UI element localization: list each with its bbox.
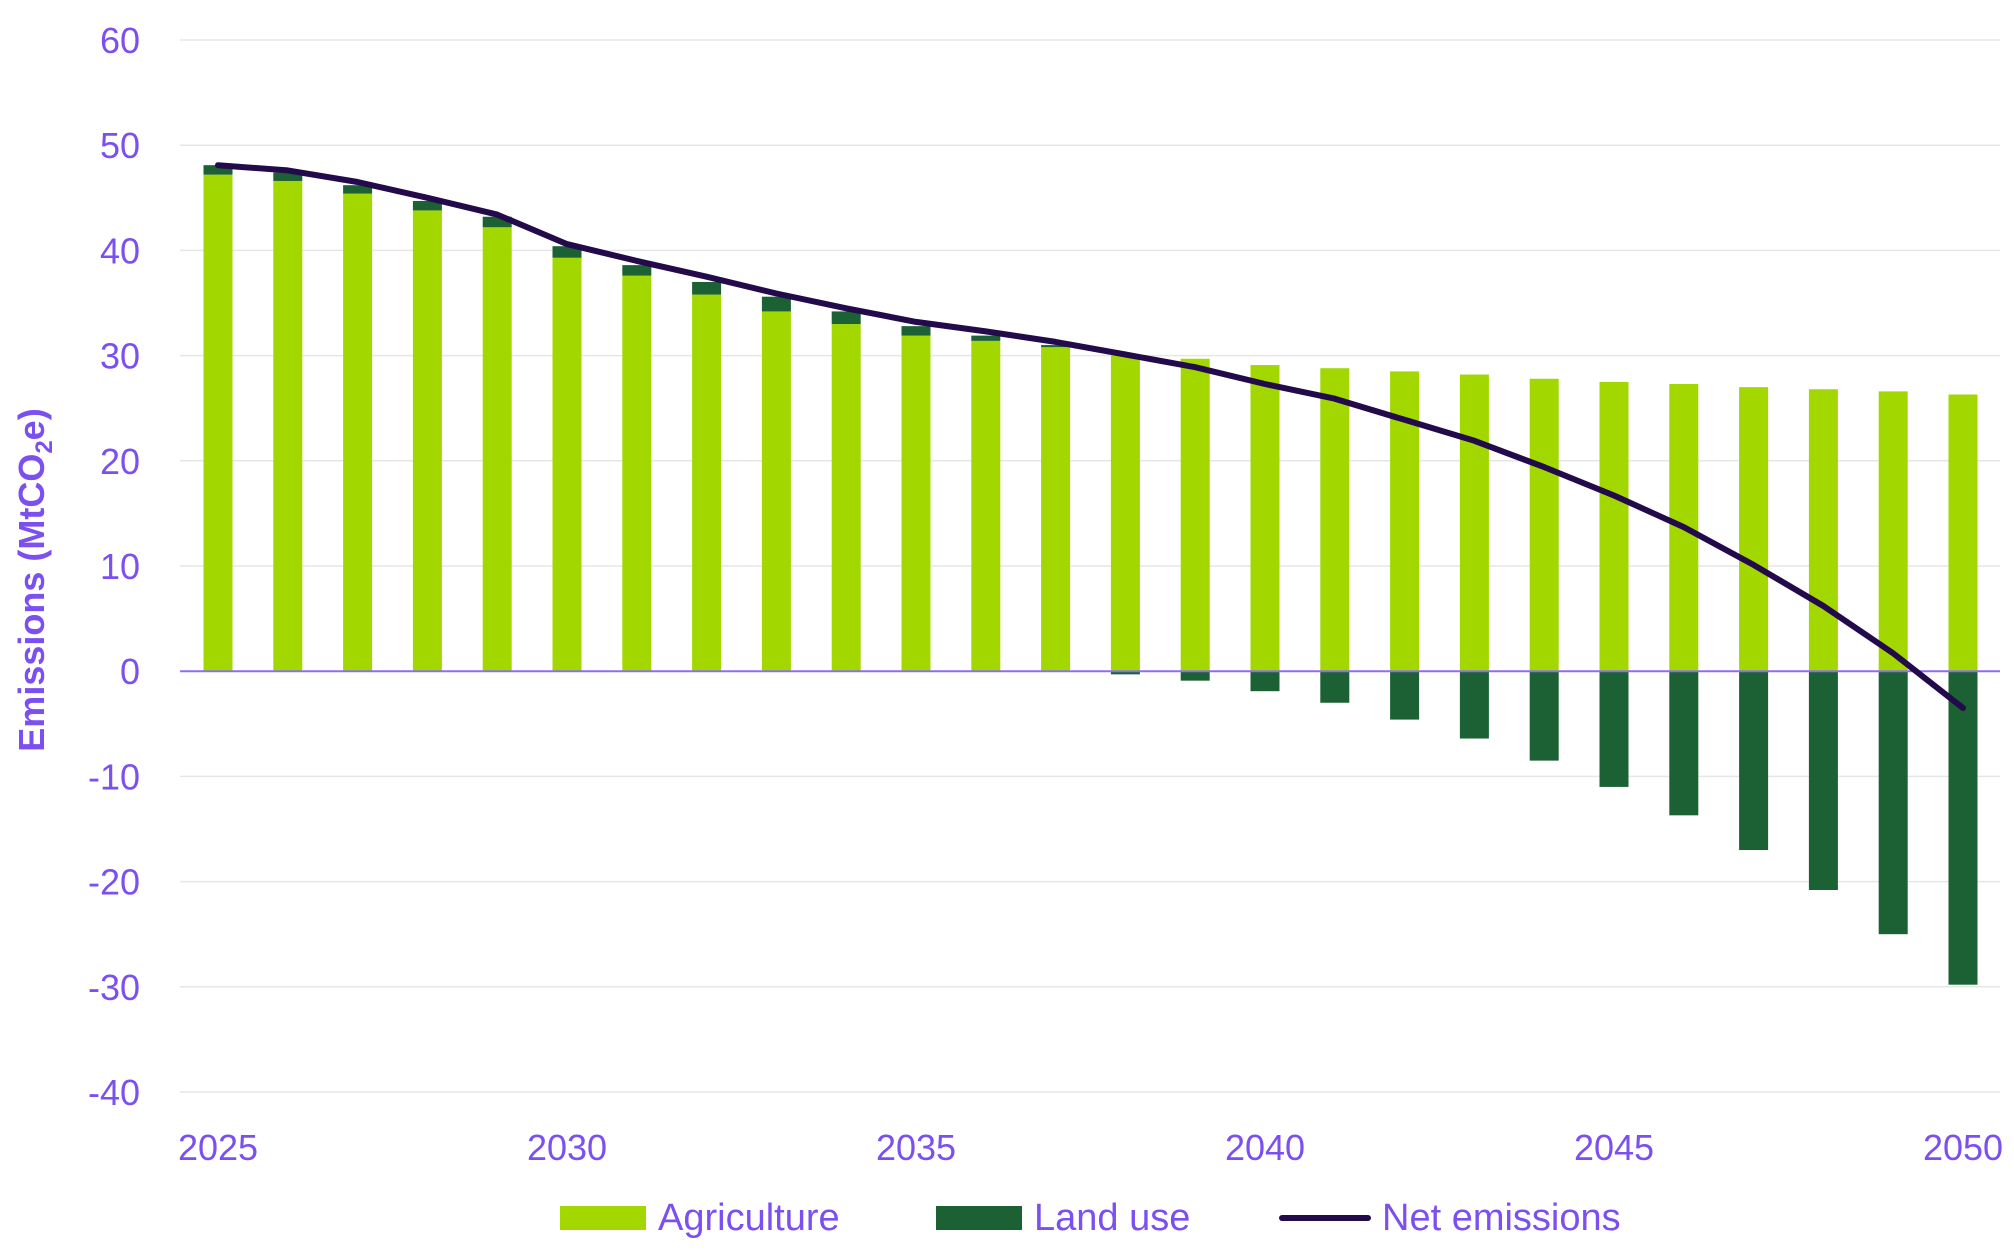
bar-land-use	[692, 281, 722, 295]
bar-agriculture	[831, 324, 861, 672]
legend-agriculture-label: Agriculture	[658, 1197, 840, 1239]
bar-land-use	[1878, 671, 1908, 935]
bar-land-use	[1948, 671, 1978, 985]
bar-land-use	[1390, 671, 1420, 720]
y-axis-ticks: 60 50 40 30 20 10 0 -10 -20 -30 -40	[88, 20, 140, 1113]
bar-agriculture	[971, 340, 1001, 672]
legend-net-emissions-label: Net emissions	[1382, 1197, 1621, 1239]
bar-land-use	[1320, 671, 1350, 703]
bar-land-use	[971, 335, 1001, 341]
bar-agriculture	[552, 257, 582, 672]
bar-land-use	[1739, 671, 1769, 851]
y-tick-label: 40	[100, 230, 140, 271]
y-axis-label-main: Emissions (MtCO	[11, 454, 52, 752]
bar-agriculture	[482, 227, 512, 672]
bar-land-use	[1529, 671, 1559, 761]
bar-series	[203, 165, 1978, 985]
bar-land-use	[552, 246, 582, 258]
y-tick-label: -40	[88, 1072, 140, 1113]
bar-agriculture	[761, 311, 791, 672]
y-tick-label: 0	[120, 651, 140, 692]
legend-land-use-label: Land use	[1034, 1197, 1190, 1239]
bar-agriculture	[692, 294, 722, 672]
bar-agriculture	[412, 210, 442, 672]
x-tick-label: 2040	[1225, 1127, 1305, 1168]
bar-land-use	[1180, 671, 1210, 681]
bar-land-use	[1808, 671, 1838, 891]
bar-land-use	[1599, 671, 1629, 787]
y-axis-label: Emissions (MtCO2e)	[11, 408, 58, 751]
legend: Agriculture Land use Net emissions	[560, 1197, 1621, 1239]
bar-agriculture	[1599, 381, 1629, 672]
y-tick-label: 30	[100, 336, 140, 377]
y-axis-label-tail: e)	[11, 408, 52, 440]
bar-agriculture	[343, 193, 373, 672]
bar-agriculture	[1110, 355, 1140, 672]
y-tick-label: 20	[100, 441, 140, 482]
legend-agriculture-swatch	[560, 1206, 646, 1230]
bar-land-use	[622, 265, 652, 276]
bar-land-use	[1250, 671, 1280, 692]
bar-land-use	[203, 165, 233, 175]
x-tick-label: 2025	[178, 1127, 258, 1168]
bar-agriculture	[1878, 391, 1908, 672]
net-emissions-line	[215, 162, 1966, 711]
legend-land-use-swatch	[936, 1206, 1022, 1230]
bar-land-use	[273, 172, 303, 181]
bar-land-use	[901, 326, 931, 336]
bar-agriculture	[1529, 378, 1559, 672]
bar-agriculture	[1041, 347, 1071, 672]
bar-agriculture	[1459, 374, 1489, 672]
bar-land-use	[343, 185, 373, 194]
bar-agriculture	[1250, 365, 1280, 672]
bar-agriculture	[1808, 389, 1838, 672]
y-tick-label: 50	[100, 125, 140, 166]
bar-land-use	[412, 200, 442, 211]
bar-agriculture	[203, 174, 233, 672]
x-tick-label: 2030	[527, 1127, 607, 1168]
bar-agriculture	[901, 335, 931, 672]
bar-agriculture	[273, 180, 303, 672]
x-tick-label: 2045	[1574, 1127, 1654, 1168]
y-tick-label: -10	[88, 756, 140, 797]
y-axis-label-subscript: 2	[31, 440, 58, 453]
gridlines	[180, 39, 2000, 1093]
bar-agriculture	[622, 275, 652, 672]
bar-land-use	[761, 296, 791, 312]
bar-land-use	[482, 216, 512, 228]
bar-agriculture	[1180, 358, 1210, 672]
x-axis-ticks: 2025 2030 2035 2040 2045 2050	[178, 1127, 2003, 1168]
bar-agriculture	[1739, 387, 1769, 672]
line-series	[215, 162, 1966, 711]
y-tick-label: -30	[88, 967, 140, 1008]
y-tick-label: -20	[88, 862, 140, 903]
bar-agriculture	[1320, 368, 1350, 672]
y-tick-label: 60	[100, 20, 140, 61]
bar-land-use	[1110, 671, 1140, 675]
x-tick-label: 2050	[1923, 1127, 2003, 1168]
bar-agriculture	[1948, 394, 1978, 672]
bar-land-use	[1041, 345, 1071, 348]
bar-land-use	[1459, 671, 1489, 739]
bar-land-use	[1669, 671, 1699, 816]
x-tick-label: 2035	[876, 1127, 956, 1168]
bar-land-use	[831, 311, 861, 325]
y-tick-label: 10	[100, 546, 140, 587]
